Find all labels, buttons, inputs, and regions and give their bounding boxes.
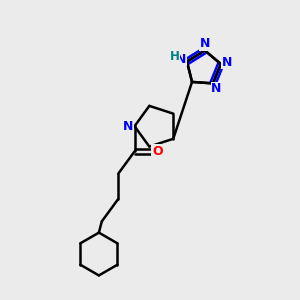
Text: N: N [123, 120, 133, 133]
Text: N: N [211, 82, 222, 95]
Text: H: H [169, 50, 179, 63]
Text: N: N [176, 52, 186, 66]
Text: N: N [222, 56, 232, 69]
Text: N: N [200, 38, 210, 50]
Text: O: O [152, 145, 163, 158]
